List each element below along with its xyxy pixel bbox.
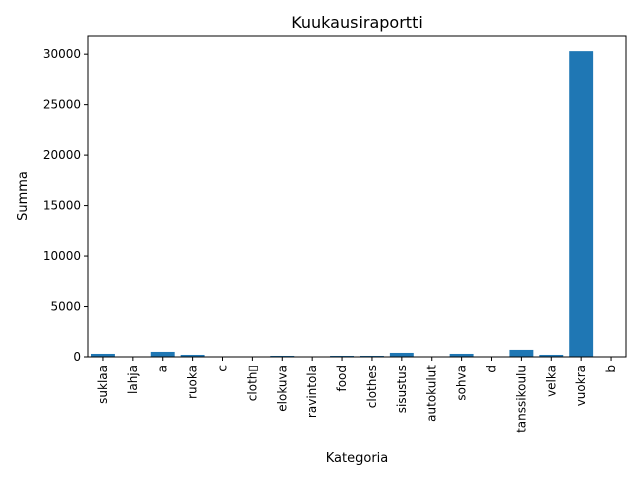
y-axis-label: Summa <box>16 171 31 221</box>
y-tick-label: 0 <box>73 350 81 364</box>
x-tick-label: d <box>485 365 499 373</box>
bar <box>180 354 205 357</box>
y-tick-label: 10000 <box>43 249 81 263</box>
x-tick-label: suklaa <box>96 365 110 404</box>
bar <box>270 355 295 357</box>
y-tick-label: 20000 <box>43 148 81 162</box>
y-tick-label: 25000 <box>43 98 81 112</box>
x-tick-label: lahja <box>126 365 140 394</box>
x-tick-label: b <box>604 365 618 373</box>
y-tick-label: 15000 <box>43 199 81 213</box>
bars-group <box>90 51 594 357</box>
y-tick-label: 5000 <box>50 300 81 314</box>
x-tick-label: tanssikoulu <box>514 365 528 433</box>
bar <box>539 354 564 357</box>
x-tick-label: c <box>216 365 230 372</box>
x-tick-label: elokuva <box>275 365 289 412</box>
x-axis: suklaa lahja a ruoka c cloth▯ elokuva ravintola… <box>96 357 618 433</box>
x-tick-label: velka <box>544 365 558 397</box>
bar <box>90 353 115 357</box>
plot-frame <box>87 35 627 358</box>
x-tick-label: ruoka <box>186 365 200 399</box>
bar <box>449 353 474 357</box>
x-axis-label: Kategoria <box>326 451 389 466</box>
x-tick-label: a <box>156 365 170 372</box>
bar <box>389 352 414 357</box>
chart-title: Kuukausiraportti <box>291 13 423 32</box>
bar <box>330 355 355 357</box>
x-tick-label: sisustus <box>395 365 409 413</box>
x-tick-label: food <box>335 365 349 392</box>
y-tick-label: 30000 <box>43 47 81 61</box>
bar <box>509 349 534 357</box>
x-tick-label: autokulut <box>425 365 439 422</box>
bar <box>359 355 384 357</box>
x-tick-label: vuokra <box>574 365 588 406</box>
bar <box>150 351 175 357</box>
x-tick-label: ravintola <box>305 365 319 418</box>
x-tick-label: sohva <box>455 365 469 401</box>
x-tick-label: clothes <box>365 365 379 408</box>
x-tick-label: cloth▯ <box>245 365 259 401</box>
y-axis: 0 5000 10000 15000 20000 25000 30000 <box>43 47 88 364</box>
bar <box>569 51 594 357</box>
